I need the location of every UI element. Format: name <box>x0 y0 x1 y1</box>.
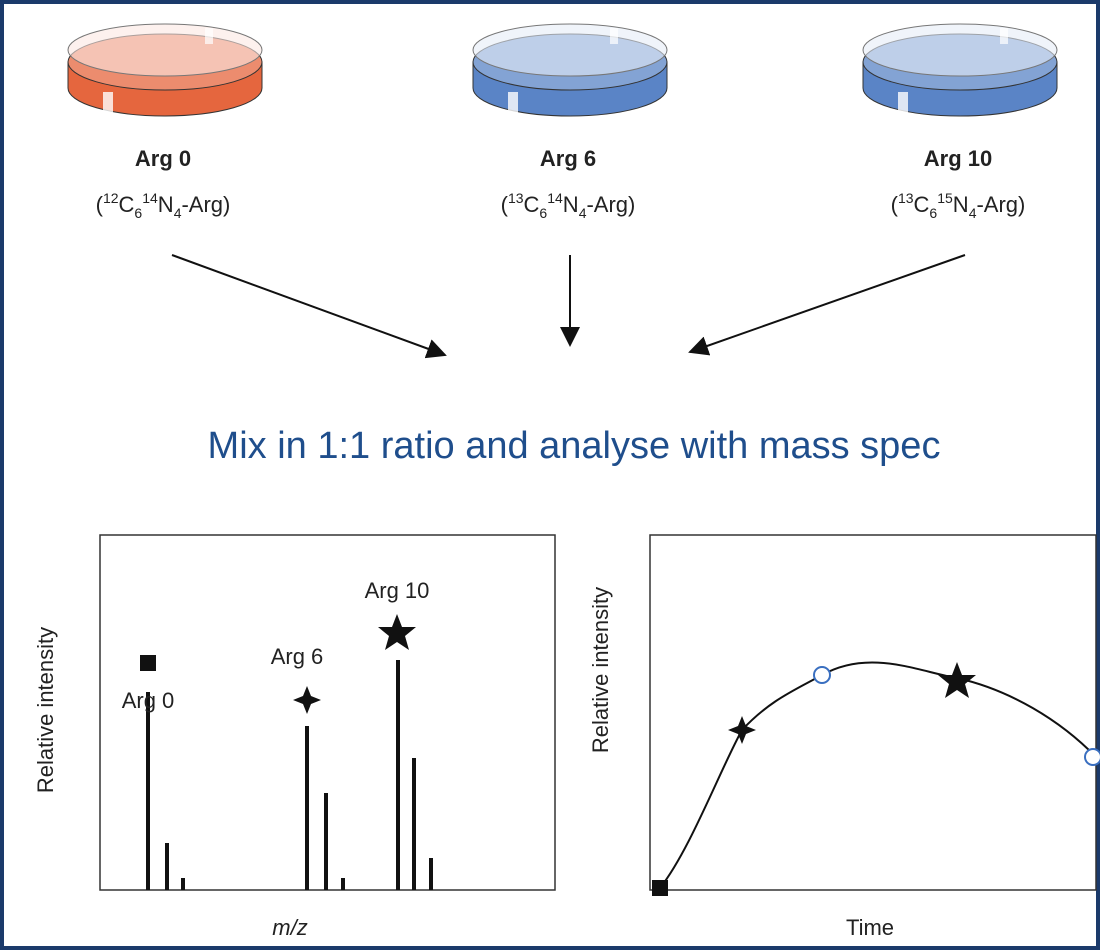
circle-marker <box>1084 748 1100 766</box>
dish-label: Arg 6 <box>540 146 596 171</box>
dish-lid <box>472 23 668 77</box>
spectrum-plot: Relative intensity m/z Arg 0 Arg 6 Arg 1… <box>33 534 556 940</box>
x-axis-label: Time <box>846 915 894 940</box>
formula-part: 4 <box>174 205 182 221</box>
formula-part: 13 <box>898 190 914 206</box>
petri-dish <box>472 23 668 117</box>
formula-part: 4 <box>969 205 977 221</box>
dish-lid <box>67 23 263 77</box>
y-axis-label: Relative intensity <box>588 587 613 753</box>
square-marker <box>140 655 156 671</box>
dish-highlight <box>103 92 113 116</box>
dish-highlight <box>205 28 213 44</box>
plus-star-marker <box>293 686 321 714</box>
arrow <box>171 254 447 359</box>
formula-part: 6 <box>929 205 937 221</box>
peak-label: Arg 0 <box>122 688 175 713</box>
formula-part: 6 <box>539 205 547 221</box>
formula-part: ( <box>96 192 104 217</box>
formula-part: C <box>524 192 540 217</box>
dish-formula: (13C615N4-Arg) <box>891 190 1026 221</box>
formula-part: -Arg) <box>586 192 635 217</box>
formula-part: -Arg) <box>181 192 230 217</box>
peak-label: Arg 10 <box>365 578 430 603</box>
formula-part: -Arg) <box>976 192 1025 217</box>
formula-part: 14 <box>142 190 158 206</box>
x-axis-label: m/z <box>272 915 307 940</box>
arrow <box>688 254 966 356</box>
formula-part: 15 <box>937 190 953 206</box>
dish-lid <box>862 23 1058 77</box>
dish-formula: (13C614N4-Arg) <box>501 190 636 221</box>
square-marker <box>652 880 668 896</box>
star-marker <box>938 662 976 698</box>
petri-dish <box>67 23 263 117</box>
formula-part: ( <box>501 192 509 217</box>
dish-label: Arg 0 <box>135 146 191 171</box>
plus-star-marker <box>728 716 756 744</box>
formula-part: N <box>158 192 174 217</box>
peak-label: Arg 6 <box>271 644 324 669</box>
peaks <box>146 660 433 890</box>
dish-highlight <box>898 92 908 116</box>
formula-part: 6 <box>134 205 142 221</box>
formula-part: C <box>119 192 135 217</box>
petri-dish <box>862 23 1058 117</box>
dish-highlight <box>610 28 618 44</box>
formula-part: 4 <box>579 205 587 221</box>
formula-part: 12 <box>103 190 119 206</box>
time-plot: Relative intensity Time <box>588 534 1100 940</box>
formula-part: 14 <box>547 190 563 206</box>
formula-part: N <box>953 192 969 217</box>
arrows <box>171 254 966 359</box>
mix-text: Mix in 1:1 ratio and analyse with mass s… <box>208 425 941 467</box>
dish-label: Arg 10 <box>924 146 992 171</box>
formula-part: ( <box>891 192 899 217</box>
plot-frame <box>649 534 1097 891</box>
star-marker <box>378 614 416 650</box>
circle-marker <box>813 666 831 684</box>
y-axis-label: Relative intensity <box>33 627 58 793</box>
dish-highlight <box>1000 28 1008 44</box>
formula-part: N <box>563 192 579 217</box>
dish-formula: (12C614N4-Arg) <box>96 190 231 221</box>
formula-part: C <box>914 192 930 217</box>
formula-part: 13 <box>508 190 524 206</box>
dish-highlight <box>508 92 518 116</box>
